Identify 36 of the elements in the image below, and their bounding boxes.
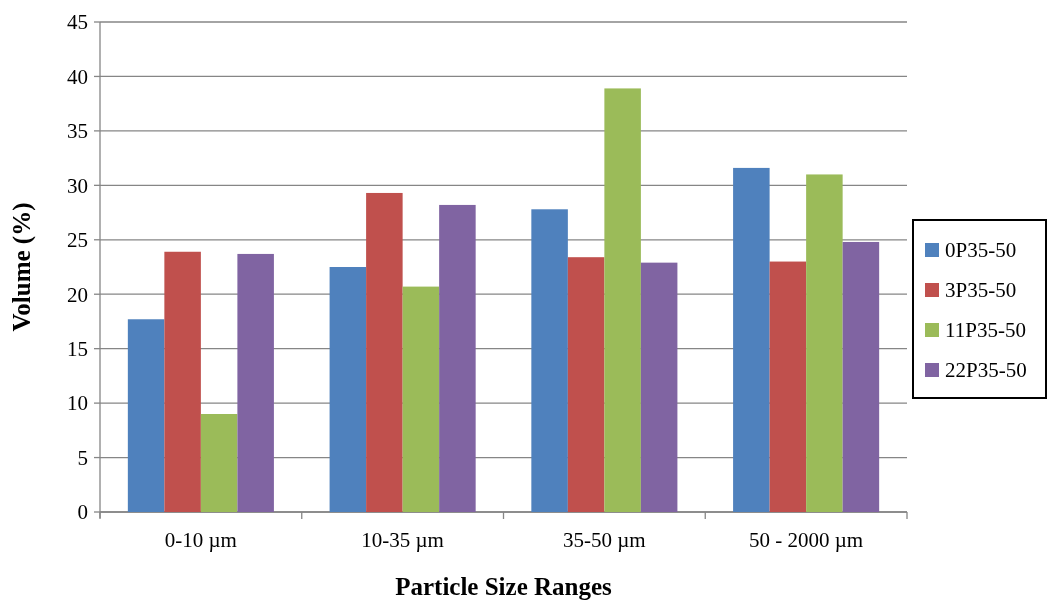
bar bbox=[366, 192, 403, 512]
bar bbox=[733, 167, 770, 512]
bar bbox=[604, 88, 641, 512]
bar bbox=[806, 174, 843, 512]
x-tick-label: 35-50 µm bbox=[563, 528, 646, 552]
bar bbox=[640, 262, 678, 512]
bar bbox=[329, 267, 367, 512]
y-tick-label: 25 bbox=[67, 228, 88, 253]
bar bbox=[439, 204, 476, 512]
bar bbox=[164, 251, 201, 512]
bar bbox=[237, 253, 274, 512]
y-axis-title: Volume (%) bbox=[8, 202, 36, 332]
y-tick-label: 15 bbox=[67, 337, 88, 362]
y-tick-label: 5 bbox=[77, 445, 88, 470]
y-tick-label: 20 bbox=[67, 282, 88, 307]
legend-label: 0P35-50 bbox=[945, 238, 1017, 263]
y-tick-label: 10 bbox=[67, 391, 88, 416]
y-tick-label: 30 bbox=[67, 173, 88, 198]
bar bbox=[531, 209, 568, 512]
bar bbox=[567, 257, 605, 512]
x-tick-label: 10-35 µm bbox=[361, 528, 444, 552]
y-tick-label: 45 bbox=[67, 10, 88, 35]
bar bbox=[769, 261, 807, 512]
bar bbox=[402, 286, 440, 512]
y-tick-label: 0 bbox=[77, 500, 88, 525]
bar bbox=[842, 241, 880, 512]
x-axis-title: Particle Size Ranges bbox=[395, 573, 613, 600]
legend-label: 3P35-50 bbox=[945, 278, 1017, 303]
y-tick-label: 35 bbox=[67, 119, 88, 144]
bar bbox=[127, 319, 165, 512]
x-tick-label: 50 - 2000 µm bbox=[749, 528, 864, 552]
legend-label: 11P35-50 bbox=[945, 318, 1026, 343]
x-tick-label: 0-10 µm bbox=[164, 528, 237, 552]
bar bbox=[200, 414, 238, 512]
legend-label: 22P35-50 bbox=[945, 358, 1027, 383]
y-tick-label: 40 bbox=[67, 64, 88, 89]
